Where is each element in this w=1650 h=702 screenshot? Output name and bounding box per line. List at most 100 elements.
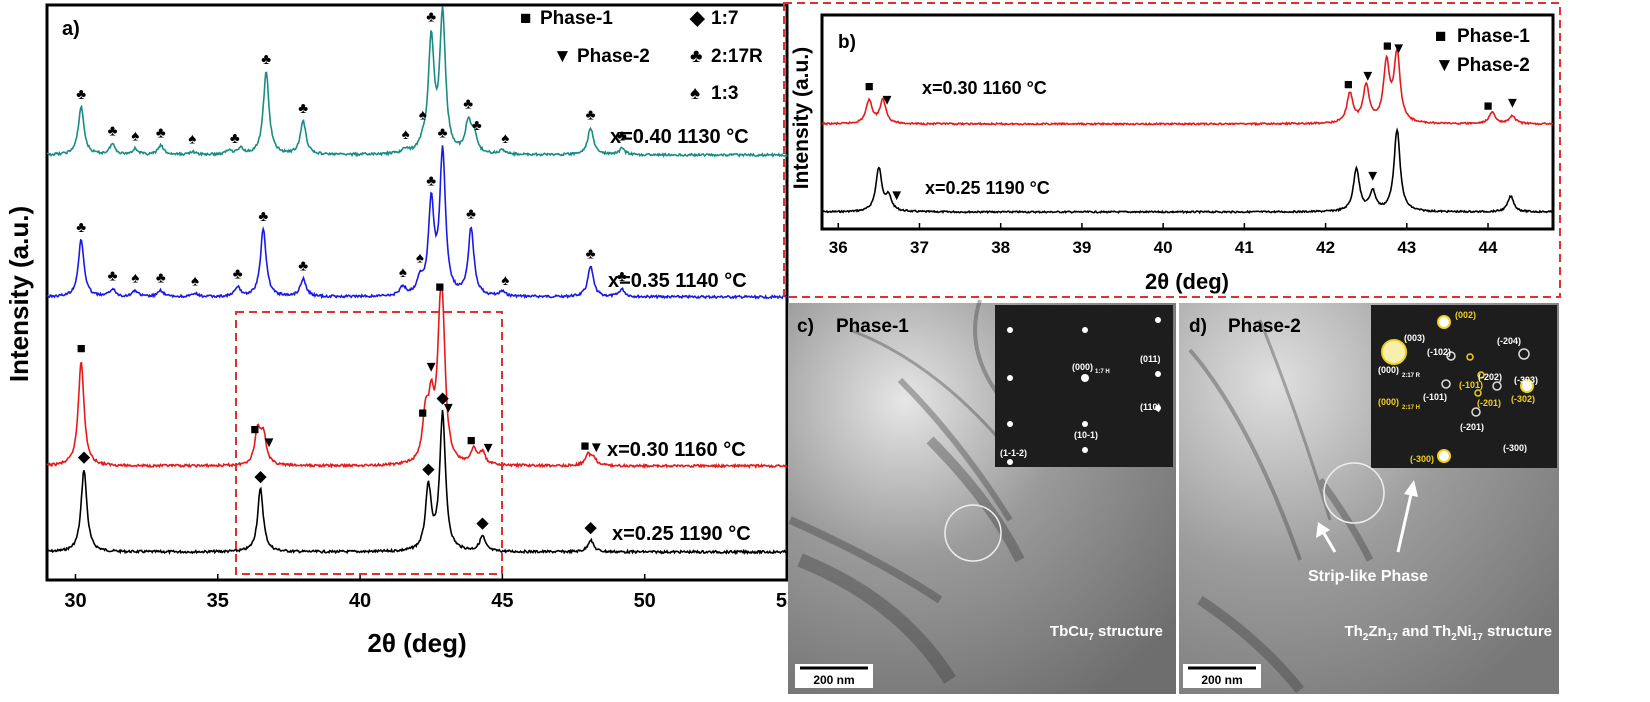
series-label: x=0.40 1130 °C — [610, 126, 749, 148]
xrd-curve-0 — [46, 410, 788, 556]
panel-c-label: c) — [797, 316, 814, 337]
series-label: x=0.25 1190 °C — [612, 523, 751, 545]
panel-c-scale-text: 200 nm — [813, 673, 854, 687]
sad-d-201-y: (-201) — [1477, 398, 1501, 408]
phase-marker: ■ — [77, 340, 86, 357]
x-tick-label: 50 — [634, 590, 656, 612]
panel-b: ■▼■ ▼■ ▼■ ▼▼▼ x=0.30 1160 °Cx=0.25 1190 °C … — [783, 2, 1561, 298]
phase-marker: ■ — [1483, 97, 1492, 114]
x-tick-label: 35 — [207, 590, 229, 612]
panel-a-series-labels: x=0.40 1130 °C x=0.35 1140 °C x=0.30 1160 … — [607, 126, 751, 545]
panel-a-frame — [45, 3, 789, 582]
panel-b-x-ticks: 36 37 38 39 40 41 42 43 44 — [829, 223, 1498, 257]
phase-marker: ▼ — [1365, 168, 1380, 185]
panel-a-zoom-box — [235, 311, 503, 575]
series-label: x=0.30 1160 °C — [922, 78, 1047, 98]
phase-marker: ▼ — [262, 434, 277, 451]
sad-d-000-h: (000) — [1378, 397, 1399, 407]
sad-d-204: (-204) — [1497, 336, 1521, 346]
panel-c-sad-labels: (000) 1:7 H (011) (110) (10-1) (1-1-2) — [1000, 354, 1161, 458]
phase-marker: ▼ — [424, 359, 439, 376]
panel-d-arrows — [1316, 480, 1418, 553]
xrd-curve-0 — [821, 127, 1554, 215]
legend-17-symbol: ◆ — [689, 8, 706, 29]
phase-marker: ♣ — [586, 246, 596, 263]
phase-marker: ◆ — [476, 515, 489, 532]
phase-marker: ♣ — [617, 268, 627, 285]
sad-c-000: (000) — [1072, 362, 1093, 372]
sad-d-003: (003) — [1404, 333, 1425, 343]
panel-b-dashed-border — [783, 2, 1561, 298]
panel-b-curves — [821, 46, 1554, 215]
phase-marker: ▼ — [1360, 67, 1375, 84]
sad-d-102: (-102) — [1427, 347, 1451, 357]
phase-marker: ♣ — [298, 257, 308, 274]
sad-d-202: (-202) — [1478, 372, 1502, 382]
phase-marker: ♣ — [108, 123, 118, 140]
panel-d-selected-area-circle — [1323, 462, 1385, 524]
phase-marker: ♠ — [191, 273, 199, 290]
series-label: x=0.35 1140 °C — [608, 270, 747, 292]
phase-marker: ♠ — [402, 126, 410, 143]
panel-c-sad-spots — [1007, 317, 1161, 465]
phase-marker: ▼ — [1505, 95, 1520, 112]
phase-marker: ♣ — [466, 206, 476, 223]
panel-a-curves — [46, 6, 788, 556]
sad-c-17h: 1:7 H — [1095, 369, 1110, 375]
panel-d-annotation: Strip-like Phase — [1308, 568, 1428, 585]
phase-marker: ■ — [865, 78, 874, 95]
sad-d-101: (-101) — [1423, 392, 1447, 402]
panel-d-title: Phase-2 — [1228, 316, 1301, 337]
panel-c-caption: TbCu7 structure — [1050, 623, 1163, 643]
legend-phase2-symbol: ▼ — [553, 46, 572, 67]
phase-marker: ♣ — [76, 86, 86, 103]
phase-marker: ♠ — [501, 130, 509, 147]
phase-marker: ♣ — [156, 270, 166, 287]
panel-b-markers: ■▼■ ▼■ ▼■ ▼▼▼ — [865, 37, 1520, 203]
panel-b-x-label: 2θ (deg) — [1145, 269, 1229, 294]
legend-b-phase2-symbol: ▼ — [1435, 55, 1454, 76]
phase-marker: ♠ — [131, 269, 139, 286]
sad-c-10-1: (10-1) — [1074, 430, 1098, 440]
phase-marker: ♣ — [108, 268, 118, 285]
sad-d-300: (-300) — [1503, 443, 1527, 453]
phase-marker: ■ — [435, 279, 444, 296]
legend-b-phase2-text: Phase-2 — [1457, 55, 1530, 76]
phase-marker: ♣ — [298, 100, 308, 117]
phase-marker: ♣ — [230, 130, 240, 147]
phase-marker: ▼ — [589, 439, 604, 456]
sad-c-110: (110) — [1140, 402, 1161, 412]
phase-marker: ♠ — [419, 107, 427, 124]
xrd-curve-1 — [46, 283, 788, 470]
x-tick-label: 30 — [64, 590, 86, 612]
phase-marker: ♣ — [438, 125, 448, 142]
panel-d-sad-labels-yellow: (002) (-101) (000) 2:17 H (-201) (-302) … — [1378, 310, 1535, 464]
x-tick-label: 38 — [991, 238, 1010, 257]
phase-marker: ♠ — [131, 127, 139, 144]
x-tick-label: 45 — [491, 590, 513, 612]
sad-d-300-y: (-300) — [1410, 454, 1434, 464]
legend-phase1-symbol: ■ — [520, 8, 531, 29]
x-tick-label: 43 — [1397, 238, 1416, 257]
panel-a-x-ticks: 30 35 40 45 50 55 — [64, 574, 798, 612]
phase-marker: ■ — [1383, 37, 1392, 54]
sad-d-002: (002) — [1455, 310, 1476, 320]
sad-d-217h: 2:17 H — [1402, 405, 1420, 411]
phase-marker: ♣ — [426, 9, 436, 26]
phase-marker: ♠ — [188, 131, 196, 148]
panel-a-label: a) — [62, 18, 80, 40]
xrd-curve-1 — [821, 46, 1554, 127]
panel-d-caption: Th2Zn17 and Th2Ni17 structure — [1344, 623, 1552, 643]
sad-c-011: (011) — [1140, 354, 1161, 364]
phase-marker: ♠ — [399, 264, 407, 281]
phase-marker: ♣ — [426, 172, 436, 189]
sad-d-217r: 2:17 R — [1402, 373, 1421, 379]
legend-17-text: 1:7 — [711, 8, 738, 29]
phase-marker: ◆ — [436, 389, 449, 406]
phase-marker: ♣ — [617, 128, 627, 145]
phase-marker: ◆ — [422, 460, 435, 477]
legend-217r-text: 2:17R — [711, 46, 763, 67]
sad-d-302: (-302) — [1511, 394, 1535, 404]
legend-b-phase1-symbol: ■ — [1435, 26, 1446, 47]
